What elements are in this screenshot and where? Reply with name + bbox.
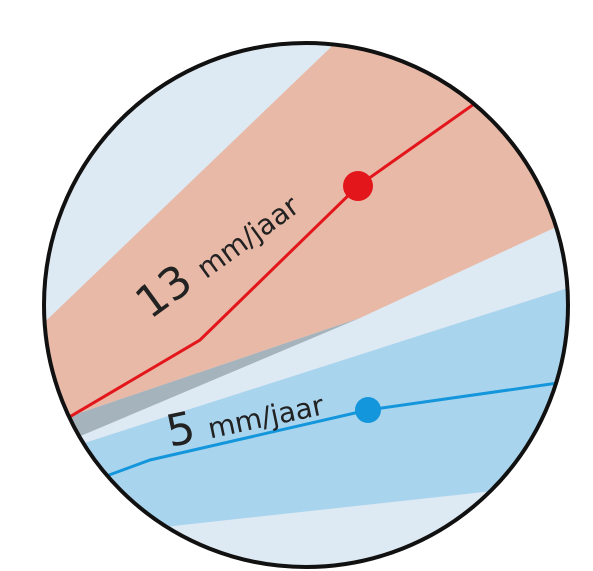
lower-trend-point [355,397,381,423]
lower-uncertainty-band [44,280,568,545]
upper-trend-point [343,171,373,201]
band-overlap [44,318,360,470]
upper-uncertainty-band [44,43,568,440]
magnifier-border [42,41,570,569]
